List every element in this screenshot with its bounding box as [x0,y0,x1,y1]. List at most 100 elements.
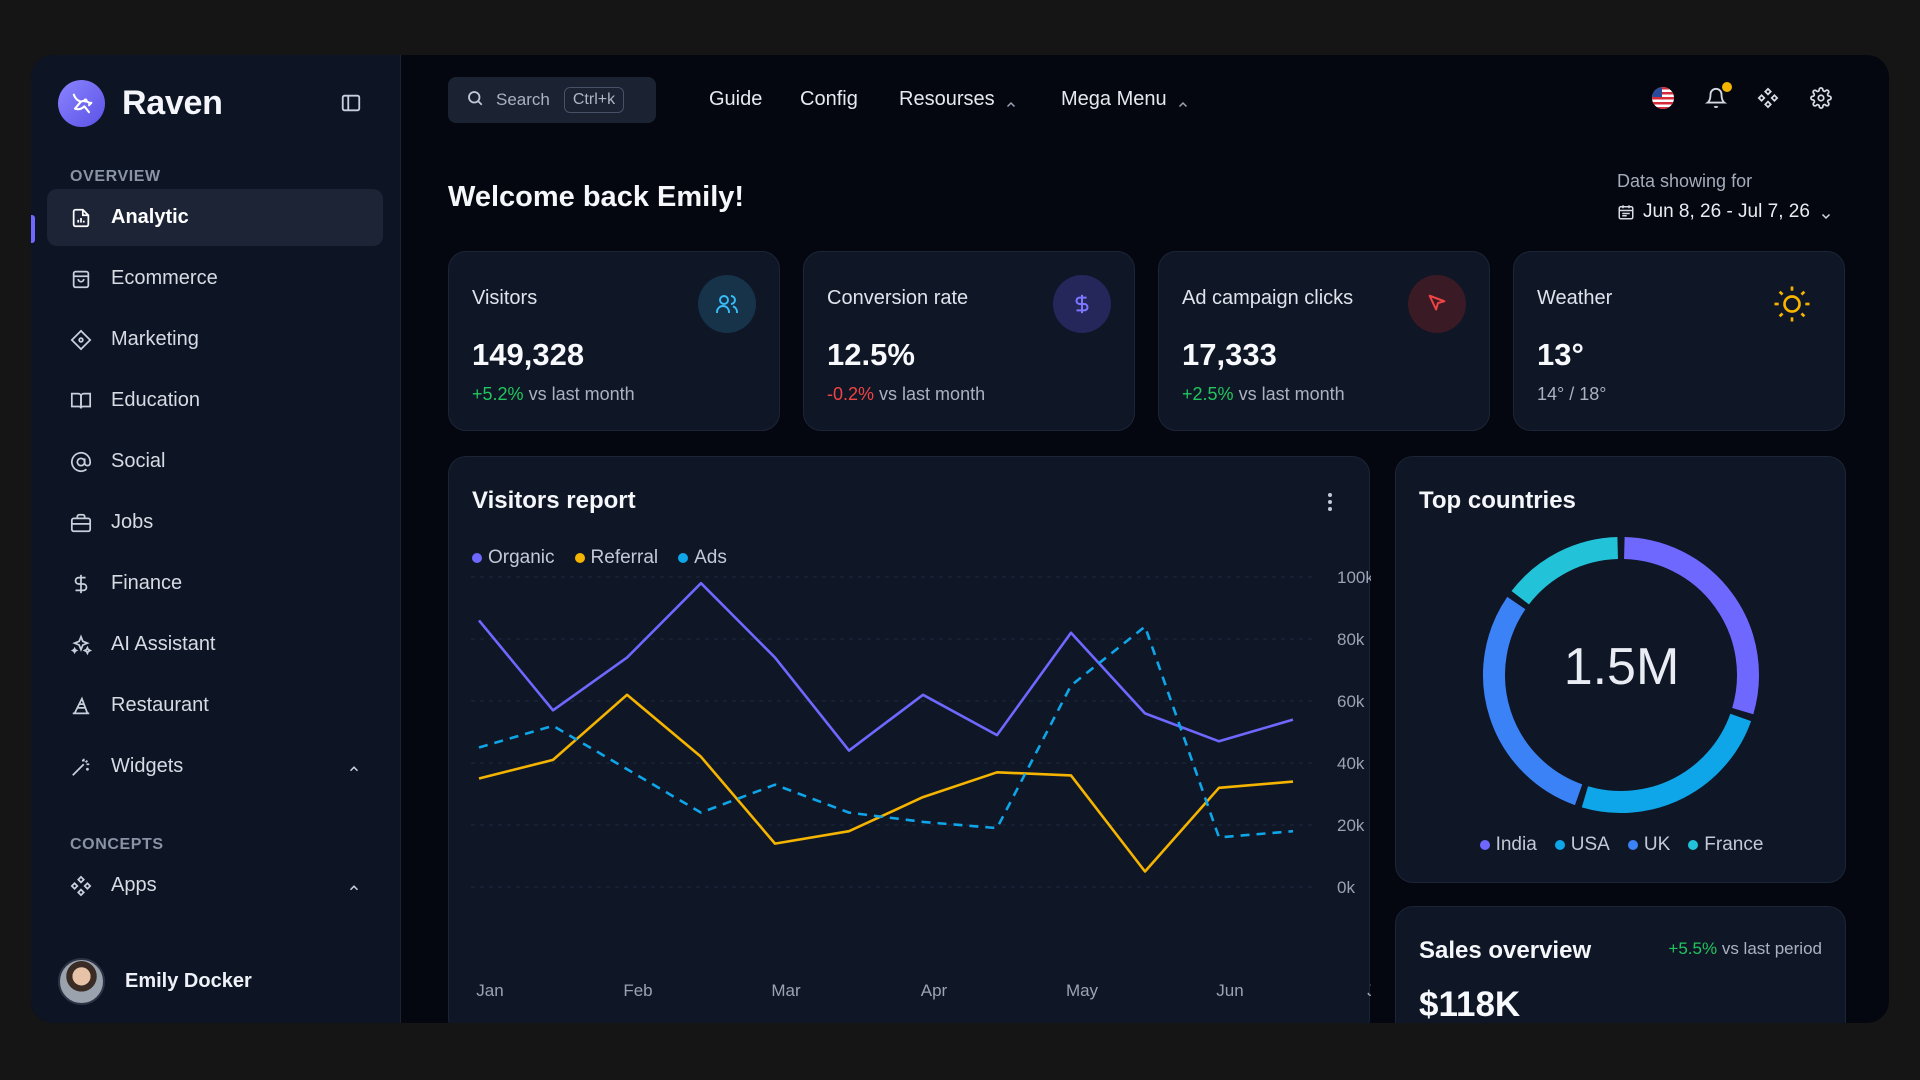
briefcase-icon [69,511,93,535]
analytic-icon [69,206,93,230]
legend-item-uk[interactable]: UK [1627,834,1670,856]
visitors-line-chart: 0k20k40k60k80k100kJanFebMarAprMayJunJulA… [471,568,1371,1000]
sidebar-item-social[interactable]: Social [47,433,383,490]
sidebar-item-ai-assistant[interactable]: AI Assistant [47,616,383,673]
brand[interactable]: Raven [58,80,223,127]
search-input[interactable]: Search Ctrl+k [448,77,656,123]
user-name: Emily Docker [125,970,252,992]
delta-suffix: vs last month [528,384,635,404]
more-vertical-icon[interactable] [1327,491,1333,513]
card-title: Top countries [1419,487,1576,514]
sidebar-item-apps[interactable]: Apps [47,857,383,914]
legend-dot [472,553,482,563]
stat-card-visitors[interactable]: Visitors 149,328 +5.2% vs last month [448,251,780,431]
gear-icon[interactable] [1808,85,1834,111]
sidebar-item-marketing[interactable]: Marketing [47,311,383,368]
stat-card-weather[interactable]: Weather 13° 14° / 18° [1513,251,1845,431]
card-title: Sales overview [1419,937,1592,964]
x-tick-label: Jan [476,981,503,1000]
apps-grid-icon[interactable] [1755,85,1781,111]
sidebar-item-education[interactable]: Education [47,372,383,429]
sidebar-item-ecommerce[interactable]: Ecommerce [47,250,383,307]
legend-item-usa[interactable]: USA [1554,834,1610,856]
sidebar-item-analytic[interactable]: Analytic [47,189,383,246]
sales-value: $118K [1419,985,1521,1023]
delta-suffix: vs last month [1238,384,1345,404]
legend-label: Organic [488,547,555,568]
sidebar-item-label: Analytic [111,206,189,228]
legend-item-ads[interactable]: Ads [678,547,727,569]
stat-card-conversion[interactable]: Conversion rate 12.5% -0.2% vs last mont… [803,251,1135,431]
donut-slice-usa[interactable] [1581,713,1752,813]
stat-card-ad-clicks[interactable]: Ad campaign clicks 17,333 +2.5% vs last … [1158,251,1490,431]
stat-title: Visitors [472,287,538,309]
chevron-up-icon [1005,94,1017,107]
sparkles-icon [69,633,93,657]
calendar-icon [1617,203,1635,221]
delta-suffix: vs last month [879,384,986,404]
nav-guide[interactable]: Guide [709,88,762,111]
legend-dot [1688,840,1699,850]
sidebar-item-label: Finance [111,572,183,594]
delta-value: -0.2% [827,384,875,404]
bell-icon[interactable] [1703,82,1732,111]
y-tick-label: 0k [1337,878,1355,897]
sidebar-item-label: Widgets [111,755,184,777]
sidebar-item-label: Marketing [111,328,199,350]
stat-delta: +2.5% vs last month [1182,384,1345,405]
sidebar-item-label: Apps [111,874,157,896]
legend-item-organic[interactable]: Organic [472,547,555,569]
x-tick-label: Jul [1367,981,1371,1000]
apps-icon [69,874,93,898]
notification-dot [1722,82,1732,92]
donut-total: 1.5M [1563,638,1680,696]
legend-dot [574,553,585,563]
search-shortcut: Ctrl+k [563,87,625,113]
top-countries-card: Top countries 1.5M India USA UK France [1395,456,1846,883]
sidebar-toggle-icon[interactable] [340,92,362,114]
x-tick-label: Jun [1216,981,1243,1000]
book-icon [69,389,93,413]
chevron-up-icon[interactable] [347,878,361,892]
sidebar-item-label: AI Assistant [111,633,216,655]
date-range-picker[interactable]: Jun 8, 26 - Jul 7, 26 [1617,201,1832,223]
us-flag-icon[interactable] [1650,85,1676,111]
chart-legend: Organic Referral Ads [472,547,747,569]
sidebar-item-jobs[interactable]: Jobs [47,494,383,551]
legend-label: USA [1570,834,1610,855]
cursor-icon [1408,275,1466,333]
sidebar-item-label: Restaurant [111,694,209,716]
donut-slice-france[interactable] [1511,537,1619,605]
active-indicator [31,215,35,243]
sidebar-item-label: Social [111,450,166,472]
legend-dot [678,553,689,563]
nav-resources[interactable]: Resourses [899,88,1017,111]
legend-dot [1554,840,1565,850]
donut-slice-uk[interactable] [1483,596,1583,806]
legend-item-france[interactable]: France [1688,834,1763,856]
date-range-label: Data showing for [1617,171,1753,191]
sidebar-item-label: Ecommerce [111,267,218,289]
legend-dot [1627,840,1638,850]
series-line-ads [478,625,1294,839]
legend-item-referral[interactable]: Referral [574,547,658,569]
chevron-up-icon[interactable] [347,759,361,773]
temperature-range: 14° / 18° [1537,384,1607,404]
legend-label: Ads [694,547,727,568]
user-profile[interactable]: Emily Docker [58,958,252,1005]
section-overview: OVERVIEW [70,168,161,185]
at-sign-icon [69,450,93,474]
x-tick-label: Apr [921,981,948,1000]
nav-mega-menu[interactable]: Mega Menu [1061,88,1189,111]
stat-title: Weather [1537,287,1613,309]
shopping-bag-icon [69,267,93,291]
sidebar-item-finance[interactable]: Finance [47,555,383,612]
sidebar-item-restaurant[interactable]: Restaurant [47,677,383,734]
page-title: Welcome back Emily! [448,181,745,213]
countries-donut-chart [1483,537,1759,813]
nav-config[interactable]: Config [800,88,858,111]
sun-icon [1763,275,1821,333]
legend-item-india[interactable]: India [1479,834,1537,856]
sidebar-item-widgets[interactable]: Widgets [47,738,383,795]
donut-slice-india[interactable] [1623,537,1759,715]
